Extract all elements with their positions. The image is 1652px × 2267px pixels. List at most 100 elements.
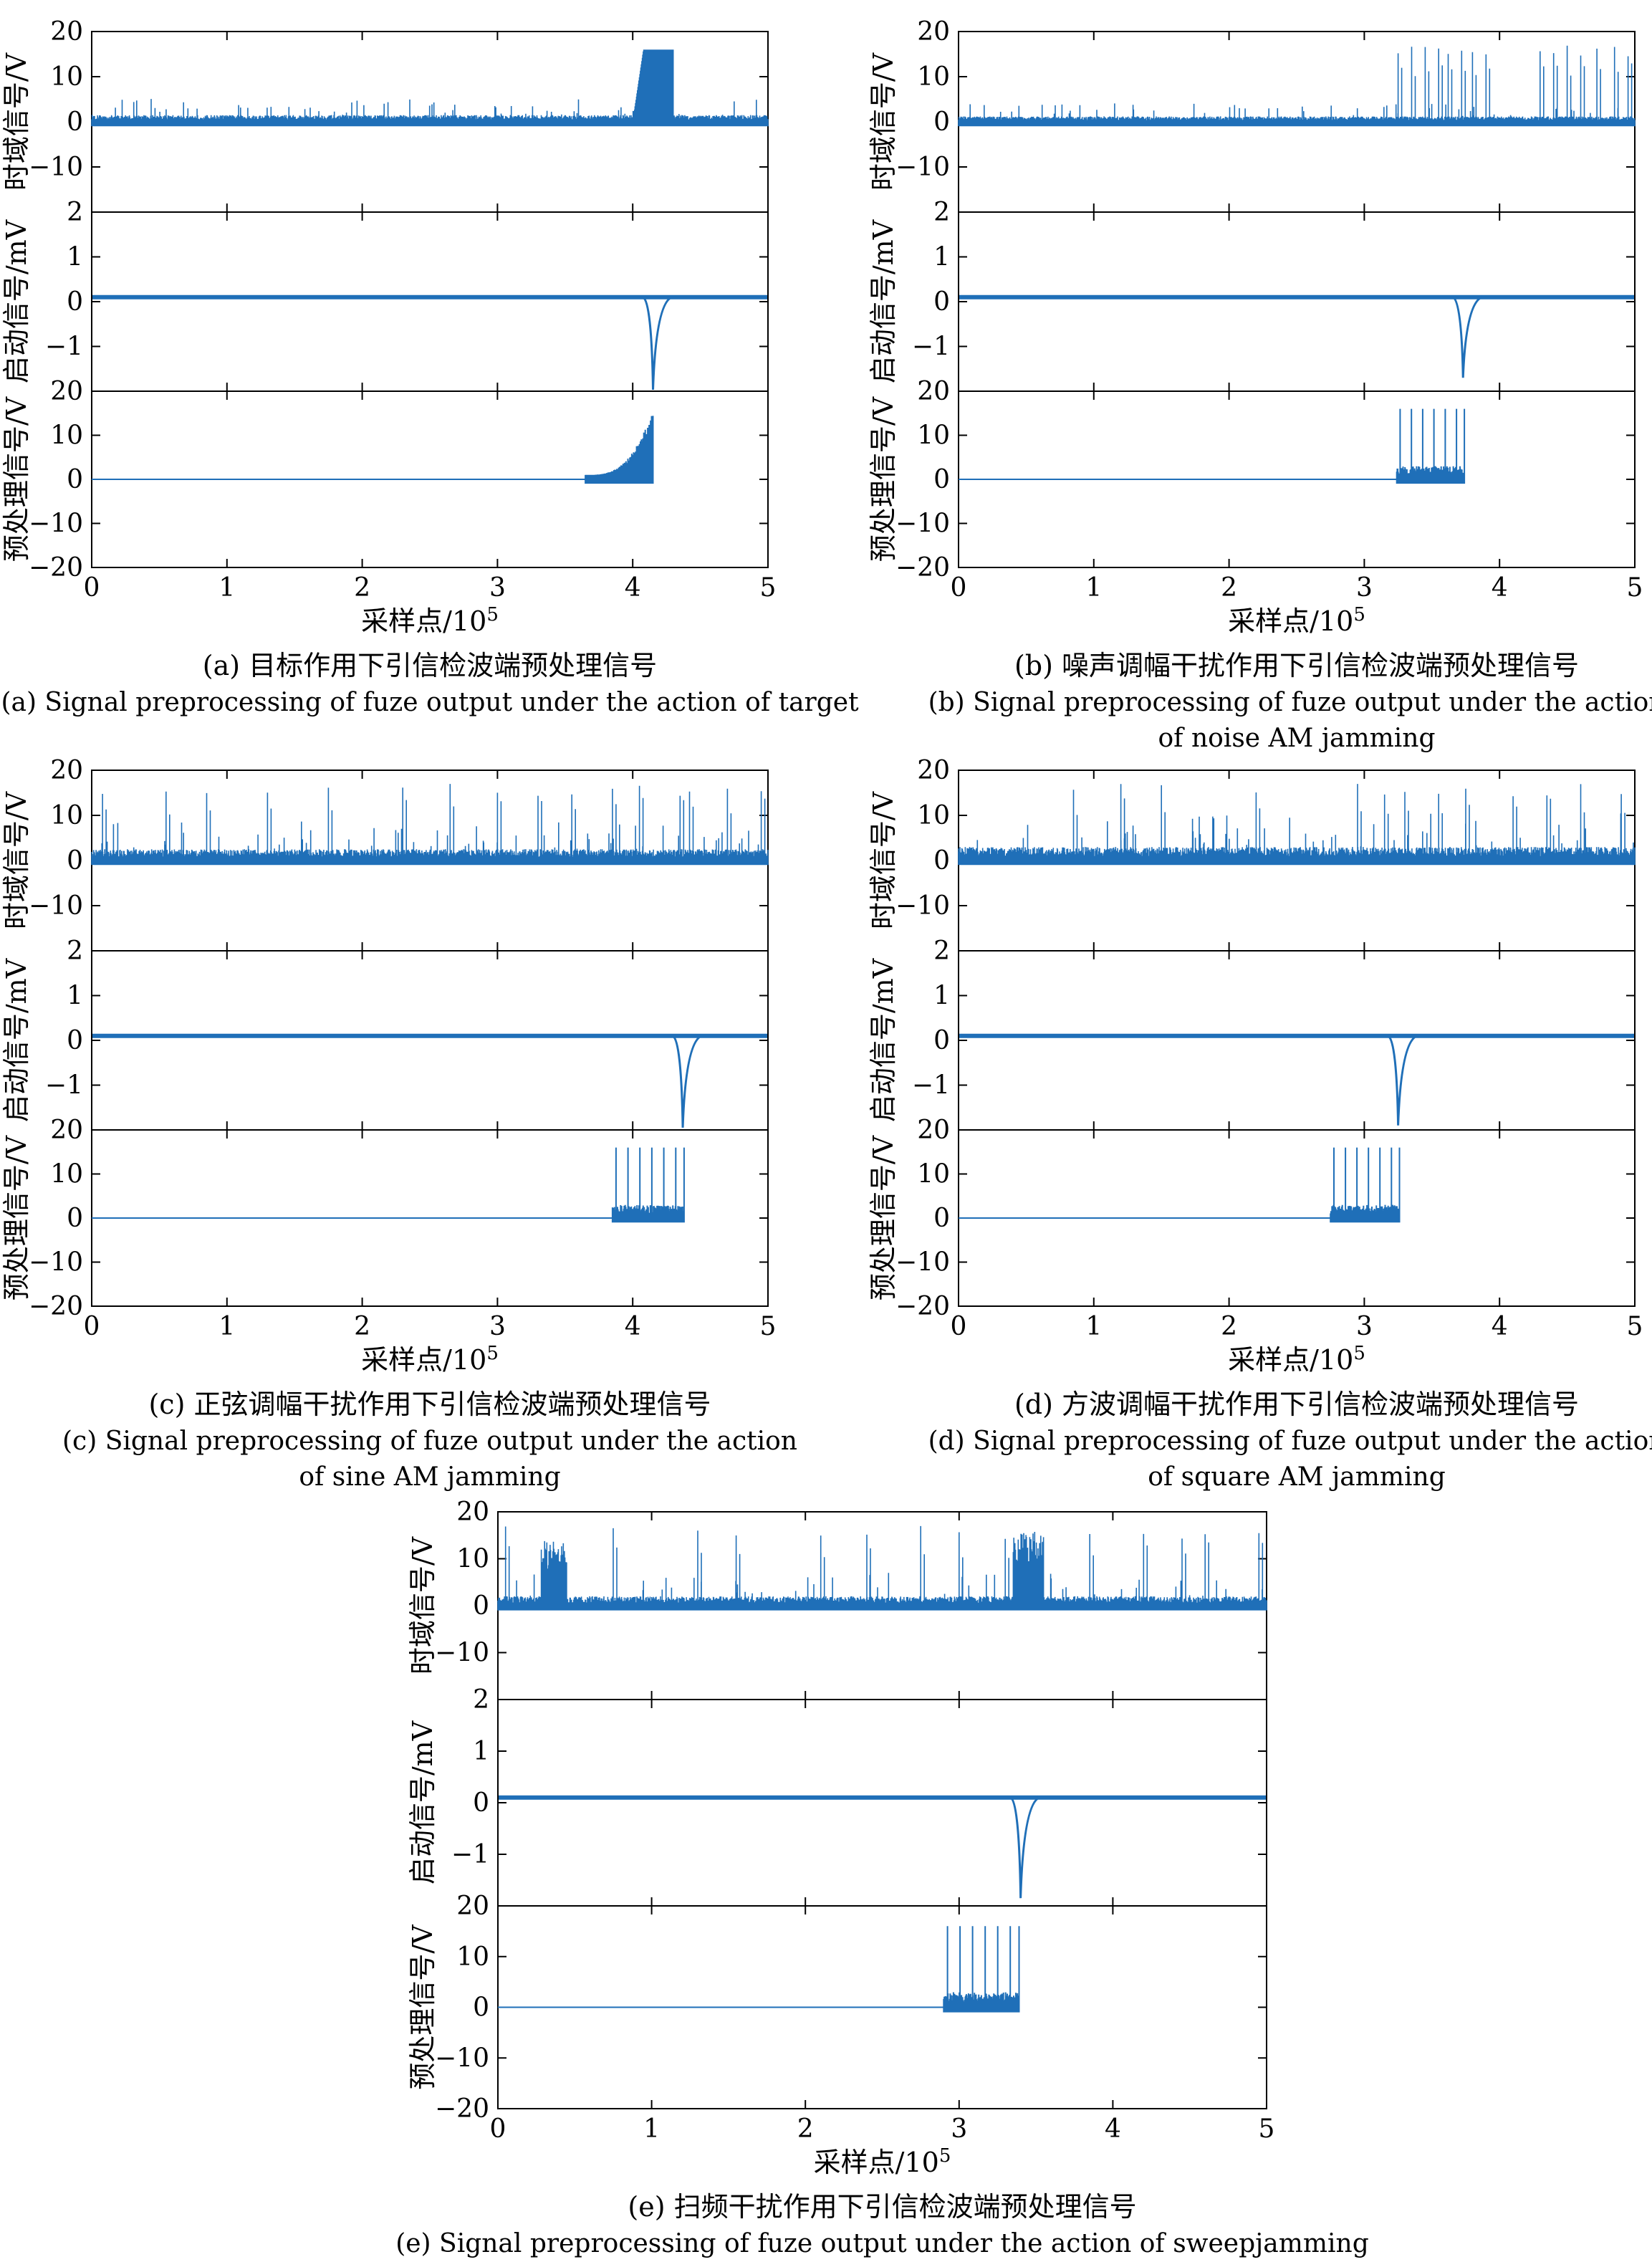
y-tick-label: −1 [912,332,950,362]
y-axis-label: 预处理信号/V [1,396,32,562]
caption-en: of square AM jamming [1148,1462,1446,1492]
start-baseline [959,294,1634,299]
y-tick-label: 20 [50,756,83,785]
pre-signal-trace [611,1147,685,1223]
x-axis-label-base: 采样点/10 [814,2147,939,2178]
x-tick-label: 5 [1627,573,1643,603]
x-axis-label-exp: 5 [486,604,499,626]
pre-signal-trace [943,1926,1020,2013]
time-signal-trace [91,49,769,127]
x-tick-label: 3 [489,1312,506,1341]
start-baseline [92,1033,767,1038]
y-tick-label: 20 [917,377,950,406]
y-tick-label: 0 [933,107,950,137]
panel-frame [497,1699,1267,1907]
x-tick-label: 4 [625,1312,641,1341]
caption-cn: (e) 扫频干扰作用下引信检波端预处理信号 [628,2191,1136,2223]
y-tick-label: 0 [67,287,83,317]
y-axis-label: 预处理信号/V [1,1135,32,1300]
caption-cn: (b) 噪声调幅干扰作用下引信检波端预处理信号 [1014,650,1579,681]
x-axis-label-exp: 5 [1353,1343,1365,1364]
time-signal-trace [958,45,1636,127]
y-tick-label: 10 [917,62,950,92]
x-tick-label: 1 [1085,1312,1102,1341]
start-baseline [499,1795,1266,1800]
y-tick-label: 10 [50,801,83,830]
x-tick-label: 1 [1085,573,1102,603]
y-tick-label: −20 [895,1292,950,1321]
y-tick-label: −20 [29,1292,83,1321]
y-tick-label: 10 [917,1160,950,1189]
x-axis-label-exp: 5 [486,1343,499,1364]
y-tick-label: −1 [45,332,83,362]
y-tick-label: 2 [933,936,950,966]
y-tick-label: 0 [933,846,950,876]
y-tick-label: 20 [917,17,950,47]
panel-start: 2 1 0 −1 启动信号/mV [1,198,769,392]
panel-start: 2 1 0 −1 启动信号/mV [868,198,1636,392]
y-tick-label: −10 [895,509,950,539]
y-tick-label: −20 [29,553,83,583]
x-tick-label: 5 [760,1312,777,1341]
caption-cn: (c) 正弦调幅干扰作用下引信检波端预处理信号 [148,1389,711,1420]
chart-d: 20100−10时域信号/V210−1启动信号/mV20100−10−20预处理… [868,756,1652,1492]
y-axis-label: 预处理信号/V [868,1135,899,1300]
y-tick-label: 10 [456,1942,489,1972]
x-tick-label: 2 [354,1312,370,1341]
y-tick-label: 1 [933,982,950,1011]
y-axis-label: 启动信号/mV [868,219,899,383]
y-tick-label: 0 [473,1993,489,2023]
y-tick-label: −1 [45,1071,83,1101]
panel-start: 2 1 0 −1 启动信号/mV [407,1685,1267,1907]
chart-a: 20100−10时域信号/V210−1启动信号/mV20100−10−20预处理… [1,17,859,717]
x-axis-label: 采样点/105 [361,604,499,637]
x-tick-label: 5 [760,573,777,603]
y-tick-label: 0 [933,1026,950,1055]
y-tick-label: 1 [473,1737,489,1766]
x-tick-label: 4 [1492,573,1508,603]
panel-start: 2 1 0 −1 启动信号/mV [1,936,769,1131]
y-tick-label: 1 [67,982,83,1011]
y-tick-label: 20 [917,1116,950,1145]
y-tick-label: −10 [895,891,950,921]
y-tick-label: 10 [50,1160,83,1189]
x-axis-label-base: 采样点/10 [361,605,486,637]
caption-cn: (d) 方波调幅干扰作用下引信检波端预处理信号 [1014,1389,1579,1420]
pre-signal-trace [1330,1147,1401,1223]
y-tick-label: 0 [67,1204,83,1233]
x-tick-label: 0 [490,2114,506,2144]
x-axis-label-exp: 5 [939,2145,951,2167]
chart-b: 20100−10时域信号/V210−1启动信号/mV20100−10−20预处理… [868,17,1652,753]
y-tick-label: 20 [50,377,83,406]
pre-signal-trace [1396,408,1466,484]
y-axis-label: 预处理信号/V [407,1925,438,2090]
x-axis-label-base: 采样点/10 [361,1344,486,1376]
y-tick-label: 0 [473,1591,489,1621]
x-tick-label: 2 [797,2114,814,2144]
y-tick-label: −10 [895,1248,950,1278]
x-tick-label: 2 [354,573,370,603]
start-dip-trace [1452,296,1482,378]
y-axis-label: 启动信号/mV [1,958,32,1122]
y-tick-label: 2 [67,936,83,966]
y-tick-label: 2 [933,198,950,227]
caption-en: (c) Signal preprocessing of fuze output … [62,1427,797,1456]
y-tick-label: 10 [456,1545,489,1574]
y-tick-label: −10 [29,891,83,921]
y-tick-label: 0 [473,1788,489,1818]
y-tick-label: −10 [29,509,83,539]
y-tick-label: 2 [473,1685,489,1715]
y-axis-label: 时域信号/V [407,1536,438,1674]
x-axis-label-exp: 5 [1353,604,1365,626]
caption-en: (d) Signal preprocessing of fuze output … [928,1427,1652,1456]
y-tick-label: 20 [917,756,950,785]
start-dip-trace [642,296,673,390]
panel-start: 2 1 0 −1 启动信号/mV [868,936,1636,1131]
